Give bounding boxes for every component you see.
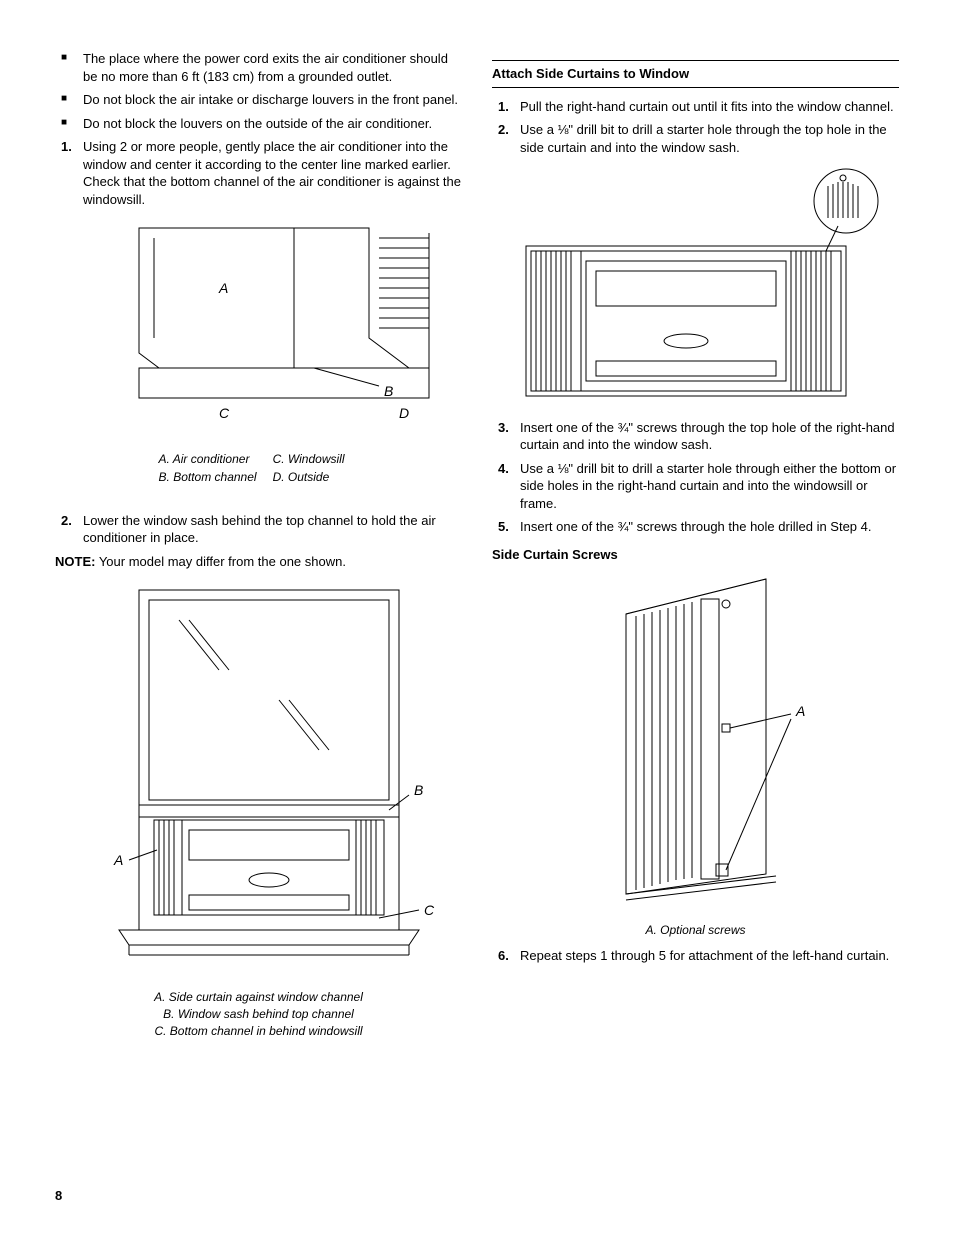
note-label: NOTE: xyxy=(55,554,95,569)
figure-3 xyxy=(492,166,899,411)
steps-list-2: Lower the window sash behind the top cha… xyxy=(55,512,462,547)
sub-heading: Side Curtain Screws xyxy=(492,546,899,564)
fig2-label-a: A xyxy=(113,852,123,868)
left-column: The place where the power cord exits the… xyxy=(55,50,462,1047)
section-heading-1: Attach Side Curtains to Window xyxy=(492,60,899,88)
steps-list-right-b: Insert one of the ¾" screws through the … xyxy=(492,419,899,536)
key-cell: A. Air conditioner xyxy=(159,451,271,467)
heading-text: Attach Side Curtains to Window xyxy=(492,65,899,83)
note-text: Your model may differ from the one shown… xyxy=(95,554,346,569)
step-item: Insert one of the ¾" screws through the … xyxy=(520,419,899,454)
bullet-list: The place where the power cord exits the… xyxy=(55,50,462,132)
page-number: 8 xyxy=(55,1187,62,1205)
step-item: Use a ⅛" drill bit to drill a starter ho… xyxy=(520,121,899,156)
key-line: C. Bottom channel in behind windowsill xyxy=(55,1023,462,1040)
fig2-label-c: C xyxy=(424,902,435,918)
fig1-label-a: A xyxy=(218,280,228,296)
figure-2-svg: A B C xyxy=(79,580,439,980)
page-columns: The place where the power cord exits the… xyxy=(55,50,899,1047)
step-item: Insert one of the ¾" screws through the … xyxy=(520,518,899,536)
bullet-item: The place where the power cord exits the… xyxy=(83,50,462,85)
key-line: B. Window sash behind top channel xyxy=(55,1006,462,1023)
step-item: Repeat steps 1 through 5 for attachment … xyxy=(520,947,899,965)
step-item: Pull the right-hand curtain out until it… xyxy=(520,98,899,116)
figure-4: A A. Optional screws xyxy=(492,574,899,939)
figure-2-key: A. Side curtain against window channel B… xyxy=(55,989,462,1039)
figure-2: A B C A. Side curtain against window cha… xyxy=(55,580,462,1039)
key-cell: D. Outside xyxy=(273,469,359,485)
figure-1: A B C D A. Air conditioner C. Windowsill… xyxy=(55,218,462,503)
fig1-label-d: D xyxy=(399,405,409,421)
step-item: Use a ⅛" drill bit to drill a starter ho… xyxy=(520,460,899,513)
steps-list-right-c: Repeat steps 1 through 5 for attachment … xyxy=(492,947,899,965)
step-item: Lower the window sash behind the top cha… xyxy=(83,512,462,547)
figure-4-caption: A. Optional screws xyxy=(492,922,899,939)
steps-list-right-a: Pull the right-hand curtain out until it… xyxy=(492,98,899,157)
key-line: A. Side curtain against window channel xyxy=(55,989,462,1006)
fig1-label-c: C xyxy=(219,405,230,421)
bullet-item: Do not block the air intake or discharge… xyxy=(83,91,462,109)
right-column: Attach Side Curtains to Window Pull the … xyxy=(492,50,899,1047)
step-item: Using 2 or more people, gently place the… xyxy=(83,138,462,208)
figure-4-svg: A xyxy=(566,574,826,914)
steps-list-1: Using 2 or more people, gently place the… xyxy=(55,138,462,208)
key-cell: C. Windowsill xyxy=(273,451,359,467)
fig2-label-b: B xyxy=(414,782,423,798)
figure-1-key: A. Air conditioner C. Windowsill B. Bott… xyxy=(157,449,361,487)
fig4-label-a: A xyxy=(795,703,805,719)
note-line: NOTE: Your model may differ from the one… xyxy=(55,553,462,571)
fig1-label-b: B xyxy=(384,383,393,399)
figure-3-svg xyxy=(506,166,886,406)
figure-1-svg: A B C D xyxy=(79,218,439,438)
key-cell: B. Bottom channel xyxy=(159,469,271,485)
bullet-item: Do not block the louvers on the outside … xyxy=(83,115,462,133)
